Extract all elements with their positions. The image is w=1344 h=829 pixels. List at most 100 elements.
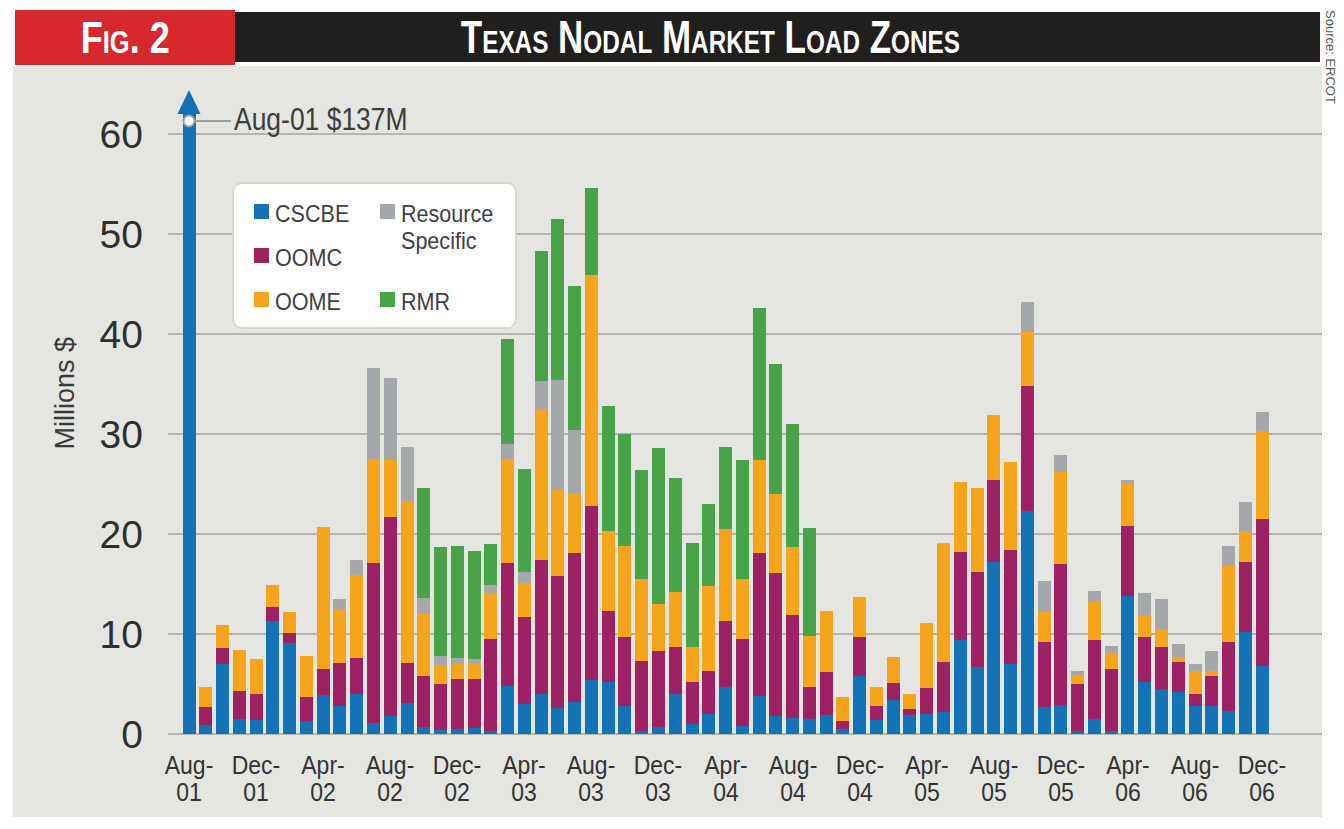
bar-segment (568, 430, 581, 493)
bar-segment (686, 682, 699, 724)
bar-segment (903, 715, 916, 734)
bar-segment (367, 563, 380, 723)
bar-segment (618, 434, 631, 546)
bar-segment (434, 665, 447, 684)
bar-segment (451, 664, 464, 679)
bar-segment (401, 703, 414, 734)
legend-item-cscbe: CSCBE (254, 200, 359, 227)
bar-segment (1256, 666, 1269, 734)
bar-segment (618, 706, 631, 734)
bar-segment (920, 623, 933, 688)
bar-segment (836, 729, 849, 734)
bar-segment (1105, 646, 1118, 653)
bar-segment (1004, 664, 1017, 734)
bar-segment (333, 609, 346, 663)
bar-segment (1172, 657, 1185, 662)
bar-segment (434, 547, 447, 656)
bar-segment (551, 219, 564, 380)
bar-segment (769, 573, 782, 716)
bar-segment (1205, 671, 1218, 676)
bar-segment (736, 639, 749, 726)
bar-segment (669, 478, 682, 592)
bar-segment (769, 364, 782, 494)
bar-segment (317, 669, 330, 695)
bar-segment (870, 687, 883, 706)
bar-segment (250, 659, 263, 694)
bar-segment (384, 517, 397, 716)
bar-segment (484, 544, 497, 585)
bar-segment (1155, 629, 1168, 647)
bar-segment (1155, 599, 1168, 629)
resource-specific-swatch-icon (380, 204, 395, 219)
bar-segment (585, 680, 598, 734)
bar-segment (417, 488, 430, 598)
bar-segment (568, 702, 581, 734)
bar-segment (702, 714, 715, 734)
y-tick-label: 60 (53, 113, 143, 157)
bar-segment (1021, 332, 1034, 386)
bar-segment (786, 547, 799, 615)
bar-segment (233, 719, 246, 734)
bar-segment (1205, 651, 1218, 671)
bar-segment (1239, 632, 1252, 734)
bar-segment (266, 607, 279, 621)
bar-segment (183, 112, 196, 734)
bar-segment (518, 704, 531, 734)
bar-segment (367, 368, 380, 459)
bar-segment (417, 598, 430, 614)
bar-segment (1038, 581, 1051, 612)
bar-segment (333, 599, 346, 609)
bar-segment (635, 731, 648, 734)
bar-segment (568, 553, 581, 702)
bar-segment (1071, 684, 1084, 731)
y-tick-label: 20 (53, 513, 143, 557)
bar-segment (350, 694, 363, 734)
bar-segment (417, 614, 430, 676)
bar-segment (233, 691, 246, 720)
bar-segment (820, 611, 833, 672)
bar-segment (686, 647, 699, 682)
bar-segment (518, 572, 531, 583)
bar-segment (1239, 502, 1252, 531)
legend-item-rmr: RMR (380, 288, 457, 315)
bar-segment (216, 648, 229, 664)
bar-segment (887, 700, 900, 734)
bar-segment (736, 726, 749, 734)
bar-segment (585, 275, 598, 506)
bar-segment (602, 406, 615, 531)
bar-segment (1021, 386, 1034, 511)
bar-segment (585, 506, 598, 680)
bar-segment (853, 676, 866, 734)
bar-segment (803, 636, 816, 687)
bar-segment (317, 695, 330, 735)
bar-segment (652, 448, 665, 604)
bar-segment (283, 643, 296, 735)
bar-segment (719, 621, 732, 687)
bar-segment (987, 415, 1000, 480)
bar-segment (1105, 669, 1118, 731)
legend-item-oomc: OOMC (254, 244, 351, 271)
bar-segment (971, 572, 984, 667)
bar-segment (535, 560, 548, 694)
bar-segment (1256, 431, 1269, 519)
bar-segment (1256, 412, 1269, 431)
bar-segment (702, 586, 715, 671)
bar-segment (887, 657, 900, 683)
bar-segment (1138, 615, 1151, 637)
bar-segment (1105, 731, 1118, 734)
bar-segment (1172, 644, 1185, 657)
bar-segment (702, 504, 715, 586)
bar-segment (971, 488, 984, 572)
bar-segment (1155, 647, 1168, 689)
bar-segment (686, 724, 699, 734)
bar-segment (954, 552, 967, 640)
bar-segment (451, 658, 464, 664)
bar-segment (401, 447, 414, 501)
bar-segment (820, 672, 833, 715)
bar-segment (853, 597, 866, 637)
bar-segment (518, 469, 531, 572)
bar-segment (484, 639, 497, 732)
legend-item-resource-specific: Resource Specific (380, 200, 512, 254)
bar-segment (1088, 591, 1101, 602)
bar-segment (686, 543, 699, 647)
